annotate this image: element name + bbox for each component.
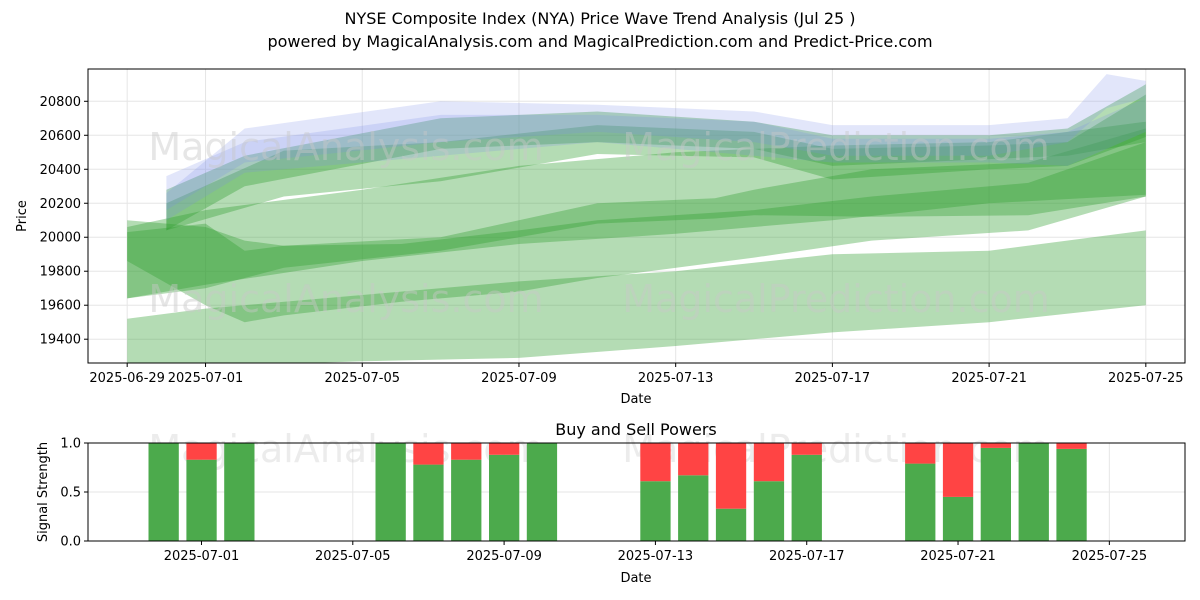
price-y-ticks: 19400 19600 19800 20000 20200 20400 20600 20800 (40, 95, 88, 348)
power-y-tick-label: 0.5 (60, 486, 81, 501)
buy-bar (148, 443, 179, 541)
price-x-tick-label: 2025-07-01 (168, 371, 244, 386)
price-y-tick-label: 19400 (40, 333, 81, 348)
power-x-tick-label: 2025-07-01 (164, 549, 240, 564)
power-x-tick-label: 2025-07-13 (618, 549, 694, 564)
sell-bar (980, 443, 1011, 448)
buy-bar (451, 459, 482, 541)
buy-bar (186, 459, 217, 541)
watermark-top-left: MagicalAnalysis.com (148, 125, 543, 169)
power-x-tick-label: 2025-07-09 (466, 549, 542, 564)
price-band-2 (127, 121, 1146, 299)
price-y-tick-label: 20400 (40, 163, 81, 178)
price-x-tick-label: 2025-07-05 (324, 371, 400, 386)
buy-bar (980, 447, 1011, 541)
price-band-group (127, 74, 1146, 363)
price-x-tick-label: 2025-07-13 (638, 371, 714, 386)
price-x-ticks: 2025-06-29 2025-07-01 2025-07-05 2025-07-09… (89, 363, 1184, 386)
price-x-label: Date (620, 392, 651, 407)
sell-bar (640, 443, 671, 482)
buy-bar (905, 463, 936, 541)
price-panel: MagicalAnalysis.com MagicalPrediction.co… (15, 68, 1186, 407)
power-title: Buy and Sell Powers (555, 420, 717, 439)
price-grid (88, 69, 1185, 363)
power-x-tick-label: 2025-07-17 (769, 549, 845, 564)
price-x-tick-label: 2025-07-17 (795, 371, 871, 386)
sell-bar (942, 443, 974, 497)
sell-bar (678, 443, 709, 476)
price-band-4 (127, 142, 1146, 323)
power-x-ticks: 2025-07-01 2025-07-05 2025-07-09 2025-07-13… (164, 541, 1147, 564)
sell-bar (753, 443, 785, 482)
power-y-ticks: 0.0 0.5 1.0 (60, 437, 88, 550)
buy-bar (526, 443, 558, 541)
price-band-1 (127, 230, 1146, 363)
price-band-8 (166, 74, 1146, 211)
buy-bar (942, 496, 974, 541)
price-y-label: Price (15, 200, 30, 232)
sell-bar (451, 443, 482, 460)
watermark-top-right: MagicalPrediction.com (622, 125, 1050, 169)
price-y-tick-label: 19600 (40, 299, 81, 314)
sell-bar (413, 443, 444, 465)
power-x-tick-label: 2025-07-21 (920, 549, 996, 564)
power-bars (148, 443, 1087, 541)
price-y-tick-label: 20600 (40, 129, 81, 144)
price-y-tick-label: 20800 (40, 95, 81, 110)
buy-bar (489, 454, 520, 541)
price-x-tick-label: 2025-07-21 (951, 371, 1027, 386)
buy-bar (224, 443, 255, 541)
price-x-tick-label: 2025-06-29 (89, 371, 165, 386)
sell-bar (489, 443, 520, 455)
power-y-tick-label: 0.0 (60, 535, 81, 550)
watermark-mid-right: MagicalPrediction.com (622, 277, 1050, 321)
sell-bar (715, 443, 747, 509)
buy-bar (678, 475, 709, 541)
price-band-7 (166, 97, 1146, 221)
price-y-tick-label: 20000 (40, 231, 81, 246)
price-x-tick-label: 2025-07-09 (481, 371, 557, 386)
sell-bar (905, 443, 936, 464)
power-x-tick-label: 2025-07-25 (1072, 549, 1148, 564)
chart-title: NYSE Composite Index (NYA) Price Wave Tr… (344, 9, 856, 28)
buy-bar (753, 481, 785, 541)
power-x-tick-label: 2025-07-05 (315, 549, 391, 564)
buy-bar (1018, 443, 1049, 541)
power-panel: MagicalAnalysis.com MagicalPrediction.co… (36, 420, 1186, 586)
buy-bar (791, 454, 822, 541)
sell-bar (186, 443, 217, 460)
power-y-label: Signal Strength (36, 442, 51, 542)
watermark-mid-left: MagicalAnalysis.com (148, 277, 543, 321)
buy-bar (375, 443, 406, 541)
power-y-tick-label: 1.0 (60, 437, 81, 452)
price-band-5 (166, 94, 1146, 231)
price-x-tick-label: 2025-07-25 (1108, 371, 1184, 386)
buy-bar (413, 464, 444, 541)
chart-subtitle: powered by MagicalAnalysis.com and Magic… (267, 32, 933, 51)
price-y-tick-label: 19800 (40, 265, 81, 280)
price-y-tick-label: 20200 (40, 197, 81, 212)
buy-bar (715, 508, 747, 541)
price-band-6 (166, 84, 1146, 231)
sell-bar (1056, 443, 1087, 449)
price-band-3 (127, 128, 1146, 299)
price-plot-frame (87, 68, 1186, 364)
buy-bar (640, 481, 671, 541)
price-bands (127, 74, 1146, 363)
sell-bar (791, 443, 822, 455)
power-x-label: Date (620, 571, 651, 586)
buy-bar (1056, 448, 1087, 541)
